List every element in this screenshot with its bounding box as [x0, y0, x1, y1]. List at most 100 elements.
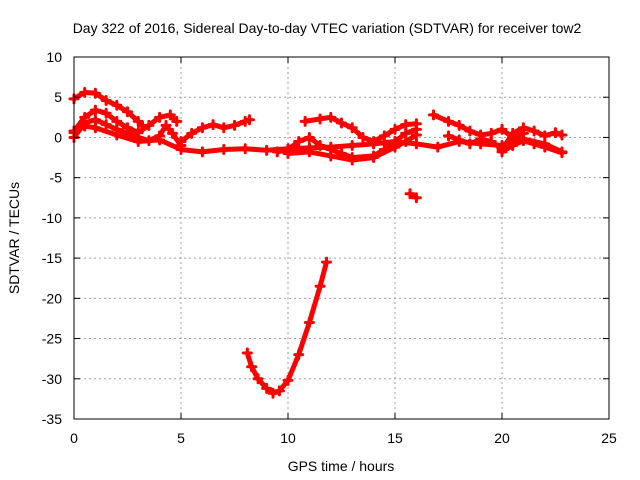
data-point	[556, 129, 568, 141]
data-point	[89, 87, 101, 99]
data-point	[282, 374, 294, 386]
data-point	[207, 119, 219, 131]
data-point	[166, 127, 178, 139]
data-point	[303, 131, 315, 143]
plot-frame	[73, 56, 610, 420]
x-tick-label: 0	[70, 430, 78, 446]
data-point	[368, 152, 380, 164]
data-point	[271, 146, 283, 158]
data-point	[252, 373, 264, 385]
data-point	[410, 192, 422, 204]
y-tick-label: 5	[54, 89, 62, 105]
data-point	[160, 119, 172, 131]
series-track-13	[244, 259, 329, 396]
data-point	[443, 115, 454, 127]
grid	[74, 57, 609, 419]
data-point	[196, 122, 208, 134]
x-tick-label: 10	[280, 430, 296, 446]
data-point	[175, 135, 187, 147]
data-point	[293, 349, 305, 361]
data-point	[453, 134, 465, 146]
data-point	[496, 123, 508, 135]
data-point	[378, 130, 390, 142]
data-point	[528, 125, 540, 137]
data-point	[428, 109, 440, 121]
data-point	[111, 129, 123, 141]
data-point	[273, 385, 285, 397]
data-point	[556, 147, 568, 159]
data-point	[496, 146, 508, 158]
y-tick-label: -15	[42, 250, 62, 266]
x-axis-label: GPS time / hours	[288, 458, 395, 474]
data-point	[410, 129, 422, 141]
x-tick-label: 15	[387, 430, 403, 446]
data-point	[303, 146, 315, 158]
y-tick-label: -10	[42, 210, 62, 226]
data-point	[196, 146, 208, 158]
data-point	[89, 104, 101, 116]
y-tick-label: 0	[54, 129, 62, 145]
data-point	[321, 256, 333, 268]
plot-area	[68, 86, 568, 399]
data-point	[507, 127, 519, 139]
y-tick-label: -30	[42, 371, 62, 387]
data-point	[389, 123, 401, 135]
data-point	[100, 107, 112, 119]
x-tick-label: 20	[494, 430, 510, 446]
data-point	[218, 122, 230, 134]
data-point	[243, 114, 255, 126]
y-tick-label: -20	[42, 290, 62, 306]
data-point	[314, 280, 326, 292]
data-point	[261, 382, 273, 394]
data-point	[539, 141, 551, 153]
data-point	[475, 133, 487, 145]
data-point	[79, 120, 91, 132]
data-point	[410, 138, 422, 150]
data-point	[111, 99, 123, 111]
data-point	[186, 127, 198, 139]
data-point	[336, 117, 347, 129]
data-point	[346, 139, 358, 151]
data-point	[239, 143, 251, 155]
data-point	[246, 361, 258, 373]
data-point	[368, 135, 380, 147]
y-axis-label: SDTVAR / TECUs	[6, 182, 22, 294]
data-point	[507, 139, 519, 151]
chart-title: Day 322 of 2016, Sidereal Day-to-day VTE…	[73, 20, 582, 36]
data-point	[143, 119, 155, 131]
data-point	[261, 144, 273, 156]
y-tick-label: 10	[46, 49, 62, 65]
data-point	[357, 131, 369, 143]
data-point	[550, 127, 561, 139]
data-point	[164, 109, 176, 121]
data-point	[443, 130, 454, 142]
data-point	[400, 119, 412, 131]
data-point	[528, 138, 540, 150]
data-point	[299, 115, 311, 127]
data-point	[432, 141, 444, 153]
data-point	[154, 134, 166, 146]
data-point	[241, 347, 253, 359]
y-tick-label: -25	[42, 331, 62, 347]
data-point	[346, 122, 358, 134]
data-point	[453, 119, 465, 131]
y-tick-label: -5	[50, 170, 63, 186]
axes: 0 5 10 15 20 25 10 5 0 -5 -10 -15 -20 -25 -30 -35	[42, 49, 617, 446]
data-point	[314, 139, 326, 151]
data-point	[218, 144, 230, 156]
data-point	[79, 86, 91, 98]
data-point	[171, 115, 183, 127]
data-point	[464, 125, 476, 137]
x-tick-label: 25	[601, 430, 617, 446]
data-point	[89, 122, 101, 134]
data-point	[132, 115, 144, 127]
data-point	[293, 135, 305, 147]
y-tick-label: -35	[42, 411, 62, 427]
data-point	[539, 130, 551, 142]
data-point	[154, 111, 166, 123]
data-point	[325, 111, 337, 123]
data-point	[517, 122, 529, 134]
x-tick-label: 5	[177, 430, 185, 446]
data-point	[267, 387, 279, 399]
